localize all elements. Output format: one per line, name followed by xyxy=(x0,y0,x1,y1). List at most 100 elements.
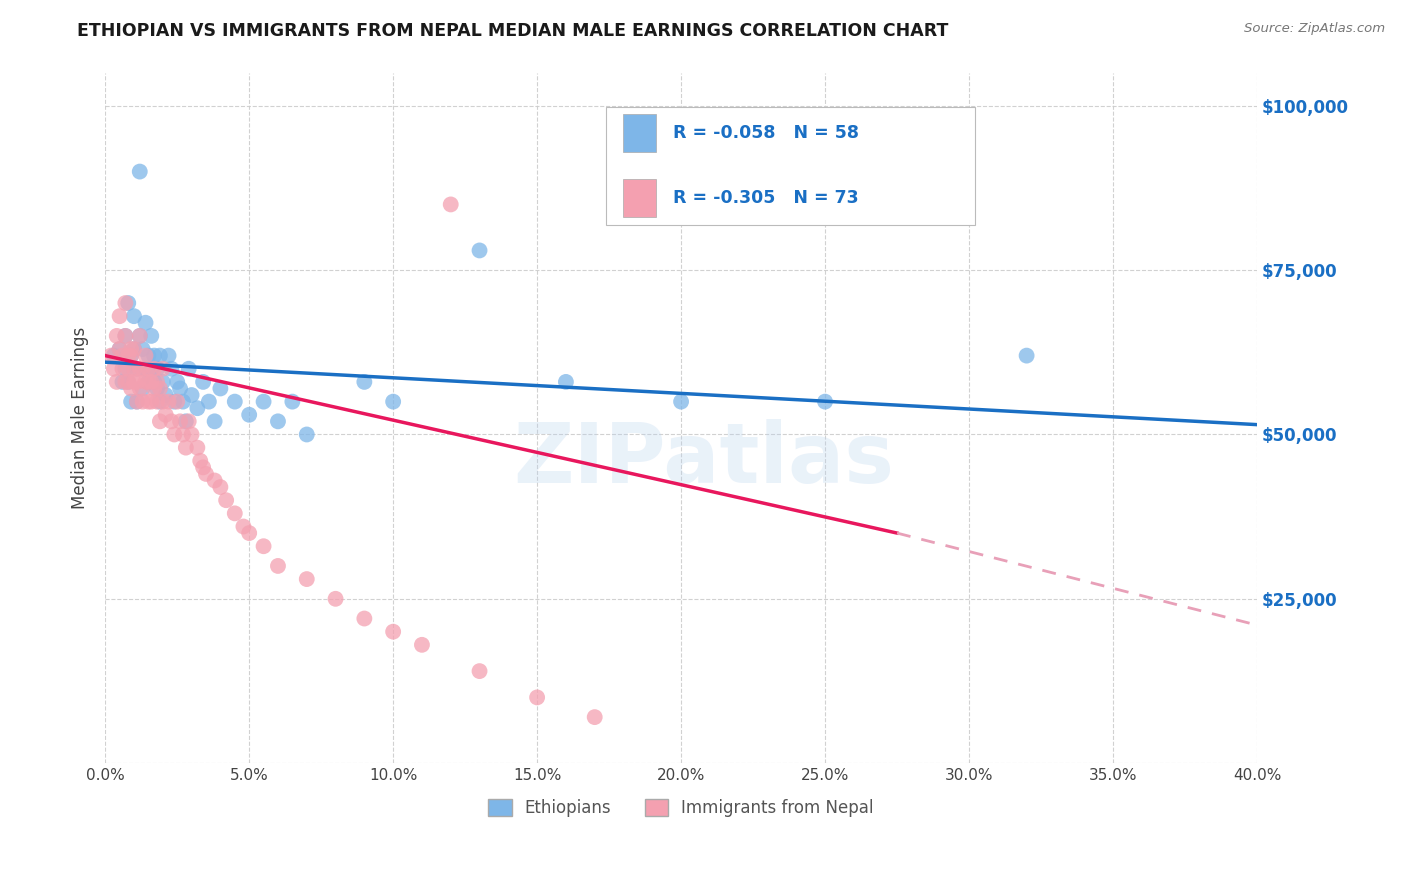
Point xyxy=(138,394,160,409)
Point xyxy=(141,361,163,376)
Text: ETHIOPIAN VS IMMIGRANTS FROM NEPAL MEDIAN MALE EARNINGS CORRELATION CHART: ETHIOPIAN VS IMMIGRANTS FROM NEPAL MEDIA… xyxy=(77,22,949,40)
Point xyxy=(224,507,246,521)
Point xyxy=(135,349,157,363)
Point xyxy=(468,664,491,678)
Point xyxy=(174,441,197,455)
Point xyxy=(583,710,606,724)
Point xyxy=(125,394,148,409)
Text: Source: ZipAtlas.com: Source: ZipAtlas.com xyxy=(1244,22,1385,36)
Point xyxy=(252,394,274,409)
Point xyxy=(155,388,177,402)
Point xyxy=(114,375,136,389)
Point xyxy=(526,690,548,705)
Point xyxy=(117,375,139,389)
Point xyxy=(186,401,208,416)
Point xyxy=(267,558,290,573)
Point xyxy=(131,342,153,356)
Point xyxy=(128,329,150,343)
Point xyxy=(177,361,200,376)
Point xyxy=(166,375,188,389)
Text: ZIPatlas: ZIPatlas xyxy=(513,419,894,500)
Text: R = -0.305   N = 73: R = -0.305 N = 73 xyxy=(673,188,859,207)
Point xyxy=(135,375,157,389)
Legend: Ethiopians, Immigrants from Nepal: Ethiopians, Immigrants from Nepal xyxy=(481,792,880,824)
Point xyxy=(122,342,145,356)
Point xyxy=(117,375,139,389)
Point xyxy=(169,414,191,428)
Point xyxy=(108,309,131,323)
Point xyxy=(125,375,148,389)
Point xyxy=(160,361,183,376)
Point xyxy=(191,460,214,475)
FancyBboxPatch shape xyxy=(623,114,655,153)
Point xyxy=(114,361,136,376)
Point xyxy=(149,414,172,428)
Point xyxy=(117,361,139,376)
Point xyxy=(103,361,125,376)
Point xyxy=(105,375,128,389)
Point xyxy=(204,474,226,488)
Point xyxy=(238,408,260,422)
Point xyxy=(122,309,145,323)
Point xyxy=(146,375,169,389)
Point xyxy=(143,382,166,396)
Point xyxy=(152,361,174,376)
Point xyxy=(191,375,214,389)
Point xyxy=(105,329,128,343)
Point xyxy=(353,611,375,625)
Point xyxy=(146,382,169,396)
Point xyxy=(152,375,174,389)
Point xyxy=(108,342,131,356)
Point xyxy=(174,414,197,428)
Point xyxy=(224,394,246,409)
Point xyxy=(114,329,136,343)
Point xyxy=(120,342,142,356)
Point xyxy=(141,329,163,343)
Point xyxy=(100,349,122,363)
Y-axis label: Median Male Earnings: Median Male Earnings xyxy=(72,327,89,509)
Point xyxy=(195,467,218,481)
Point xyxy=(149,394,172,409)
Point xyxy=(108,342,131,356)
Point xyxy=(163,394,186,409)
Point xyxy=(114,329,136,343)
Point xyxy=(411,638,433,652)
Point xyxy=(120,394,142,409)
Point xyxy=(188,454,211,468)
Point xyxy=(143,361,166,376)
Point xyxy=(135,316,157,330)
Point xyxy=(325,591,347,606)
Point xyxy=(117,296,139,310)
Point xyxy=(131,394,153,409)
Point xyxy=(111,375,134,389)
Point xyxy=(131,361,153,376)
Point xyxy=(135,361,157,376)
Point xyxy=(172,394,194,409)
Point xyxy=(669,394,692,409)
Point xyxy=(143,375,166,389)
Point xyxy=(120,382,142,396)
Point xyxy=(295,572,318,586)
Point xyxy=(149,382,172,396)
Point xyxy=(138,361,160,376)
Point xyxy=(128,382,150,396)
Point xyxy=(128,361,150,376)
Point xyxy=(204,414,226,428)
Point xyxy=(146,361,169,376)
FancyBboxPatch shape xyxy=(606,108,974,225)
Point xyxy=(122,342,145,356)
Point xyxy=(111,361,134,376)
Point xyxy=(111,349,134,363)
Point xyxy=(172,427,194,442)
Point xyxy=(163,427,186,442)
Point xyxy=(149,349,172,363)
Point xyxy=(128,329,150,343)
Point xyxy=(128,164,150,178)
Point xyxy=(138,375,160,389)
Point xyxy=(209,480,232,494)
Point xyxy=(138,375,160,389)
Point xyxy=(103,349,125,363)
Point xyxy=(232,519,254,533)
Point xyxy=(166,394,188,409)
Point xyxy=(382,394,405,409)
